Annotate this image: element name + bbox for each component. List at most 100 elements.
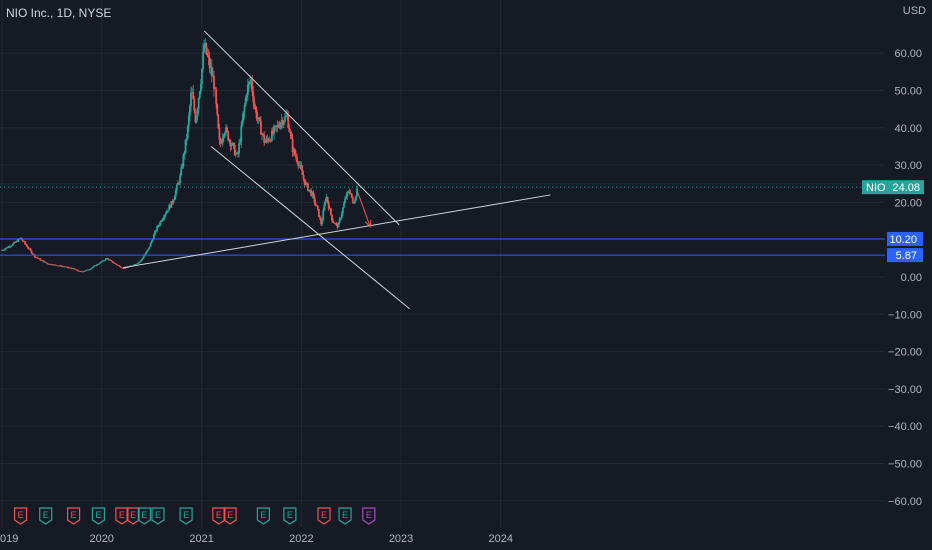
candle-down	[48, 263, 50, 265]
candle-up	[190, 92, 192, 107]
candle-up	[10, 245, 13, 247]
earnings-flag-icon[interactable]	[179, 507, 193, 525]
y-tick-label: 60.00	[894, 48, 922, 60]
earnings-flag-label: E	[342, 510, 348, 520]
candle-up	[311, 192, 314, 196]
y-tick-label: 40.00	[894, 123, 922, 135]
candle-up	[179, 175, 181, 184]
candle-down	[336, 223, 339, 228]
candle-down	[313, 195, 316, 203]
candle-up	[17, 238, 20, 242]
candle-down	[290, 133, 293, 139]
arrow-line[interactable]	[356, 191, 371, 227]
candle-down	[293, 149, 296, 155]
candle-down	[333, 222, 336, 224]
candle-up	[322, 210, 325, 221]
candle-down	[287, 115, 290, 129]
earnings-flag-icon[interactable]	[317, 507, 331, 525]
candle-up	[56, 265, 59, 267]
candle-up	[280, 120, 283, 124]
trend-line[interactable]	[123, 194, 551, 269]
earnings-flag-icon[interactable]	[151, 507, 165, 525]
earnings-flag-icon[interactable]	[66, 507, 81, 525]
candle-down	[68, 267, 71, 269]
candle-up	[265, 138, 268, 143]
earnings-flag-label: E	[43, 510, 49, 520]
candle-down	[210, 66, 213, 76]
current-price-badge[interactable]	[862, 180, 924, 195]
candle-up	[19, 237, 22, 239]
earnings-flag-icon[interactable]	[91, 507, 106, 525]
candle-up	[2, 250, 4, 251]
level-price-value: 5.87	[896, 250, 917, 262]
candle-down	[294, 154, 297, 158]
candle-down	[213, 75, 215, 89]
earnings-flag-icon[interactable]	[338, 507, 352, 525]
candle-up	[304, 182, 307, 185]
current-price-value: 24.08	[892, 182, 920, 194]
candle-down	[278, 126, 281, 128]
currency-label: USD	[903, 5, 926, 17]
candle-up	[148, 246, 151, 249]
earnings-flag-icon[interactable]	[13, 507, 28, 525]
earnings-flag-icon[interactable]	[212, 507, 226, 525]
arrow-head-icon	[364, 219, 372, 228]
earnings-flag-icon[interactable]	[137, 507, 151, 525]
candle-down	[111, 260, 114, 263]
trend-line[interactable]	[210, 146, 410, 310]
candle-up	[249, 81, 251, 83]
candle-down	[21, 239, 24, 242]
candle-up	[175, 184, 178, 191]
candle-down	[40, 260, 43, 261]
candle-down	[351, 197, 354, 202]
candle-down	[329, 208, 332, 215]
candle-up	[198, 91, 201, 99]
candle-down	[112, 262, 115, 264]
candle-up	[162, 217, 165, 220]
candle-up	[273, 126, 275, 134]
candle-up	[90, 267, 93, 269]
earnings-flag-icon[interactable]	[39, 507, 53, 525]
candle-up	[191, 92, 194, 93]
candle-down	[328, 208, 331, 210]
earnings-flag-icon[interactable]	[126, 507, 140, 525]
candle-down	[45, 262, 48, 264]
level-price-tag[interactable]	[887, 231, 923, 246]
earnings-flag-label: E	[287, 510, 293, 520]
candle-up	[338, 219, 341, 223]
candle-up	[72, 268, 74, 270]
candle-up	[138, 261, 141, 263]
candle-up	[154, 231, 156, 235]
earnings-flag-icon[interactable]	[115, 507, 129, 525]
earnings-flag-icon[interactable]	[362, 507, 376, 525]
earnings-flag-label: E	[260, 510, 266, 520]
candle-down	[256, 118, 259, 120]
candle-down	[260, 120, 262, 135]
candle-up	[84, 270, 86, 272]
candle-up	[195, 116, 198, 123]
candle-up	[7, 246, 10, 248]
candle-up	[238, 143, 240, 154]
earnings-flag-icon[interactable]	[283, 507, 297, 525]
candle-down	[233, 144, 236, 156]
candle-up	[248, 81, 250, 85]
candle-down	[44, 261, 47, 263]
candle-down	[206, 53, 209, 56]
symbol-title[interactable]: NIO Inc., 1D, NYSE	[6, 6, 112, 20]
candle-up	[274, 125, 277, 127]
earnings-flag-icon[interactable]	[223, 507, 237, 525]
candle-down	[194, 110, 197, 123]
candle-up	[134, 264, 137, 266]
candle-down	[307, 183, 309, 191]
candle-up	[202, 52, 204, 69]
candle-down	[77, 270, 80, 272]
candle-down	[65, 266, 68, 268]
candle-down	[208, 57, 211, 69]
earnings-flag-icon[interactable]	[256, 507, 270, 525]
candle-down	[79, 271, 82, 272]
level-price-tag[interactable]	[887, 248, 923, 263]
trend-line[interactable]	[203, 30, 400, 226]
earnings-flag-label: E	[130, 510, 136, 520]
candle-up	[177, 183, 179, 185]
